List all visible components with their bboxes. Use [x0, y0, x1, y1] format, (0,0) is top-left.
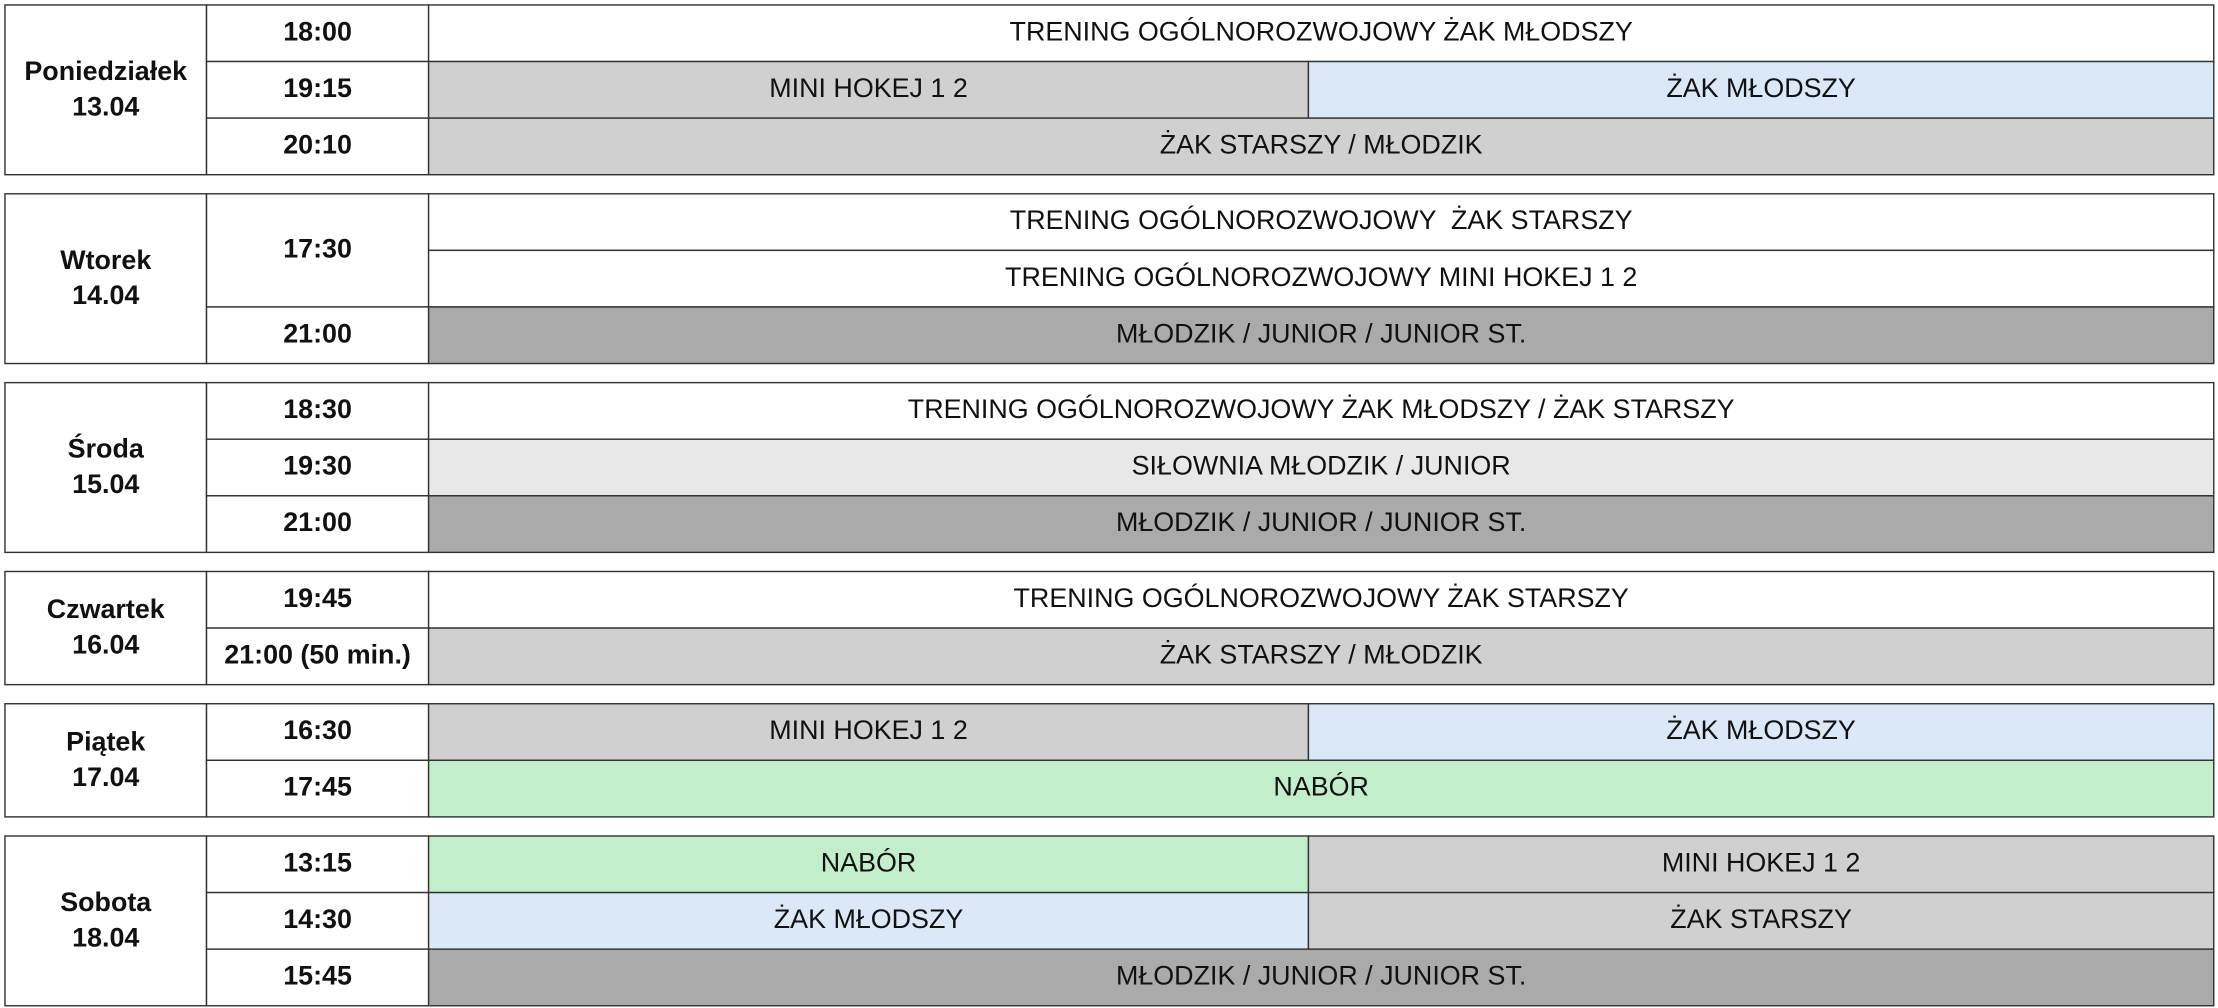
- time: 13:15: [283, 847, 352, 877]
- activity-cell: [427, 4, 2215, 63]
- activity-cell: [427, 60, 1310, 119]
- time: 21:00: [283, 318, 352, 348]
- time: 19:45: [283, 583, 352, 613]
- activity: MŁODZIK / JUNIOR / JUNIOR ST.: [1116, 961, 1526, 991]
- activity: NABÓR: [821, 846, 917, 877]
- activity: ŻAK STARSZY / MŁODZIK: [1160, 638, 1483, 669]
- time-cell: [205, 495, 430, 554]
- time-cell: [205, 570, 430, 629]
- time-cell: [205, 835, 430, 894]
- activity: TRENING OGÓLNOROZWOJOWY ŻAK MŁODSZY: [1010, 15, 1633, 46]
- time: 15:45: [283, 961, 352, 991]
- time-cell: [205, 703, 430, 762]
- day-name: Czwartek: [47, 594, 165, 624]
- time-cell: [205, 117, 430, 176]
- activity-cell: [1307, 891, 2215, 950]
- activity-cell: [427, 381, 2215, 440]
- day-cell: [4, 4, 208, 176]
- day-cell: [4, 381, 208, 554]
- time: 14:30: [283, 904, 352, 934]
- activity: ŻAK MŁODSZY: [774, 903, 964, 934]
- time: 18:00: [283, 16, 352, 46]
- time: 17:30: [283, 233, 352, 263]
- activity-cell: [427, 117, 2215, 176]
- day-cell: [4, 570, 208, 686]
- activity-cell: [427, 570, 2215, 629]
- day-date: 13.04: [72, 91, 139, 121]
- time: 17:45: [283, 772, 352, 802]
- activity-cell: [1307, 60, 2215, 119]
- activity: MINI HOKEJ 1 2: [769, 715, 968, 745]
- activity-cell: [427, 759, 2215, 818]
- day-date: 17.04: [72, 762, 139, 792]
- time: 18:30: [283, 394, 352, 424]
- activity-cell: [427, 948, 2215, 1007]
- activity: MŁODZIK / JUNIOR / JUNIOR ST.: [1116, 507, 1526, 537]
- time-cell: [205, 891, 430, 950]
- activity: ŻAK STARSZY / MŁODZIK: [1160, 128, 1483, 159]
- time: 20:10: [283, 129, 352, 159]
- activity: ŻAK MŁODSZY: [1666, 72, 1856, 103]
- activity-cell: [1307, 835, 2215, 894]
- time-cell: [205, 948, 430, 1007]
- activity-cell: [427, 438, 2215, 497]
- activity: MINI HOKEJ 1 2: [769, 73, 968, 103]
- activity: ŻAK MŁODSZY: [1666, 714, 1856, 745]
- activity: TRENING OGÓLNOROZWOJOWY ŻAK MŁODSZY / ŻA…: [908, 393, 1735, 424]
- day-date: 16.04: [72, 630, 139, 660]
- time: 19:30: [283, 451, 352, 481]
- day-cell: [4, 703, 208, 818]
- day-date: 18.04: [72, 922, 139, 952]
- activity: MINI HOKEJ 1 2: [1662, 847, 1861, 877]
- activity-cell: [1307, 703, 2215, 762]
- time-cell: [205, 193, 430, 308]
- time: 21:00: [283, 507, 352, 537]
- activity-cell: [427, 306, 2215, 365]
- activity-cell: [427, 627, 2215, 686]
- activity: TRENING OGÓLNOROZWOJOWY MINI HOKEJ 1 2: [1005, 261, 1637, 292]
- day-date: 14.04: [72, 280, 139, 310]
- activity-cell: [427, 495, 2215, 554]
- time-cell: [205, 627, 430, 686]
- day-name: Sobota: [60, 887, 152, 917]
- day-name: Poniedziałek: [24, 56, 187, 86]
- time: 16:30: [283, 715, 352, 745]
- day-cell: [4, 835, 208, 1007]
- activity: ŻAK STARSZY: [1670, 903, 1852, 934]
- time: 21:00 (50 min.): [224, 639, 411, 669]
- activity: NABÓR: [1273, 771, 1369, 802]
- time-cell: [205, 60, 430, 119]
- activity-cell: [427, 835, 1310, 894]
- activity: SIŁOWNIA MŁODZIK / JUNIOR: [1132, 451, 1511, 481]
- day-name: Piątek: [66, 726, 145, 756]
- time: 19:15: [283, 73, 352, 103]
- activity: TRENING OGÓLNOROZWOJOWY ŻAK STARSZY: [1010, 204, 1633, 235]
- day-name: Środa: [68, 433, 145, 464]
- activity: TRENING OGÓLNOROZWOJOWY ŻAK STARSZY: [1014, 582, 1629, 613]
- day-cell: [4, 193, 208, 365]
- day-name: Wtorek: [60, 245, 151, 275]
- activity-cell: [427, 249, 2215, 308]
- day-date: 15.04: [72, 469, 139, 499]
- activity: MŁODZIK / JUNIOR / JUNIOR ST.: [1116, 318, 1526, 348]
- time-cell: [205, 4, 430, 63]
